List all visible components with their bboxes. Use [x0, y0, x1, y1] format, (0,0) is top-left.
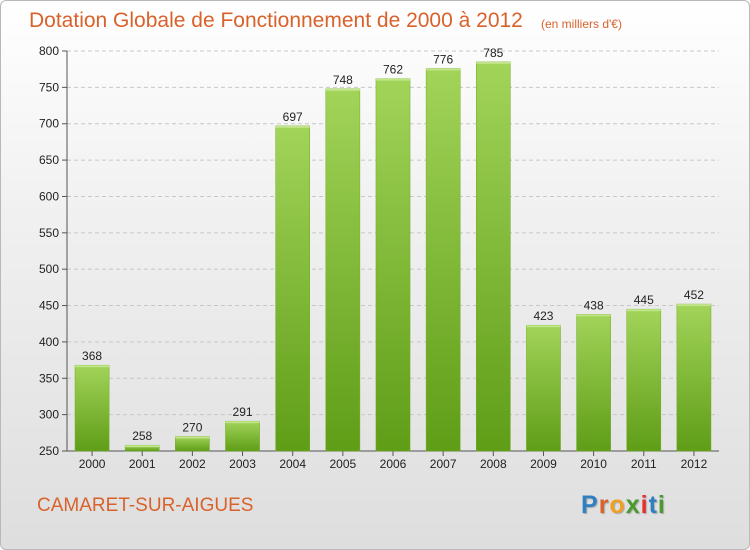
y-tick-label: 450	[39, 299, 59, 313]
logo-letter: i	[657, 491, 666, 519]
bar-highlight	[476, 61, 511, 64]
bar-highlight	[325, 88, 360, 91]
bar-highlight	[676, 304, 711, 307]
x-tick-label-2002: 2002	[179, 457, 206, 471]
y-tick-label: 400	[39, 335, 59, 349]
bar-highlight	[225, 421, 260, 424]
y-tick-label: 550	[39, 226, 59, 240]
y-tick-label: 250	[39, 444, 59, 458]
chart-subtitle: (en milliers d'€)	[541, 17, 622, 31]
chart-title: Dotation Globale de Fonctionnement de 20…	[29, 9, 523, 32]
logo-letter: r	[598, 491, 610, 519]
bar-2008	[476, 61, 511, 452]
value-label-2008: 785	[483, 46, 503, 60]
y-tick-label: 500	[39, 262, 59, 276]
bar-highlight	[175, 436, 210, 439]
bar-2002	[175, 436, 210, 452]
value-label-2002: 270	[182, 420, 202, 434]
bar-highlight	[626, 309, 661, 312]
x-tick-label-2000: 2000	[79, 457, 106, 471]
y-tick-label: 800	[39, 44, 59, 58]
logo-letter: t	[648, 491, 658, 519]
bar-2005	[325, 88, 361, 452]
value-label-2010: 438	[584, 298, 604, 312]
x-tick-label-2004: 2004	[279, 457, 306, 471]
bar-highlight	[526, 325, 561, 328]
value-label-2011: 445	[634, 293, 654, 307]
value-label-2009: 423	[533, 309, 553, 323]
value-label-2000: 368	[82, 349, 102, 363]
labels: 250 300 350 400 450 500 550 600 650 700 750 800 368 2…	[39, 44, 708, 471]
bar-2006	[375, 78, 411, 452]
logo-letter: P	[581, 491, 599, 519]
y-tick-label: 700	[39, 117, 59, 131]
y-tick-label: 600	[39, 189, 59, 203]
bar-2004	[275, 125, 310, 452]
proxiti-logo: Proxiti	[581, 491, 666, 520]
logo-letter: o	[609, 491, 626, 519]
commune-name: CAMARET-SUR-AIGUES	[37, 495, 254, 516]
bar-2007	[425, 68, 461, 452]
x-tick-label-2001: 2001	[129, 457, 156, 471]
x-tick-label-2007: 2007	[430, 457, 457, 471]
x-tick-label-2008: 2008	[480, 457, 507, 471]
bar-2000	[74, 364, 110, 452]
value-label-2005: 748	[333, 73, 353, 87]
value-label-2003: 291	[233, 405, 253, 419]
bar-2011	[626, 308, 662, 452]
logo-letter: i	[640, 491, 649, 519]
x-tick-label-2006: 2006	[380, 457, 407, 471]
x-tick-label-2012: 2012	[681, 457, 708, 471]
x-tick-label-2011: 2011	[631, 457, 657, 471]
y-tick-label: 650	[39, 153, 59, 167]
bars	[74, 61, 712, 452]
bar-2010	[576, 314, 611, 452]
y-tick-label: 350	[39, 371, 59, 385]
bar-highlight	[426, 68, 461, 71]
value-label-2001: 258	[132, 429, 152, 443]
bar-highlight	[125, 445, 160, 448]
bar-2003	[225, 420, 260, 452]
value-label-2004: 697	[283, 110, 303, 124]
x-tick-label-2010: 2010	[580, 457, 607, 471]
x-tick-label-2009: 2009	[530, 457, 557, 471]
logo-letter: x	[625, 491, 641, 519]
bar-highlight	[75, 365, 110, 368]
x-tick-label-2005: 2005	[329, 457, 356, 471]
y-tick-label: 300	[39, 408, 59, 422]
x-tick-label-2003: 2003	[229, 457, 256, 471]
bar-highlight	[275, 125, 310, 128]
value-label-2012: 452	[684, 288, 704, 302]
value-label-2006: 762	[383, 63, 403, 77]
y-tick-label: 750	[39, 80, 59, 94]
bar-highlight	[375, 78, 411, 81]
bar-2009	[526, 324, 561, 452]
value-label-2007: 776	[433, 52, 453, 66]
bar-highlight	[576, 314, 611, 317]
bar-2012	[676, 303, 712, 452]
